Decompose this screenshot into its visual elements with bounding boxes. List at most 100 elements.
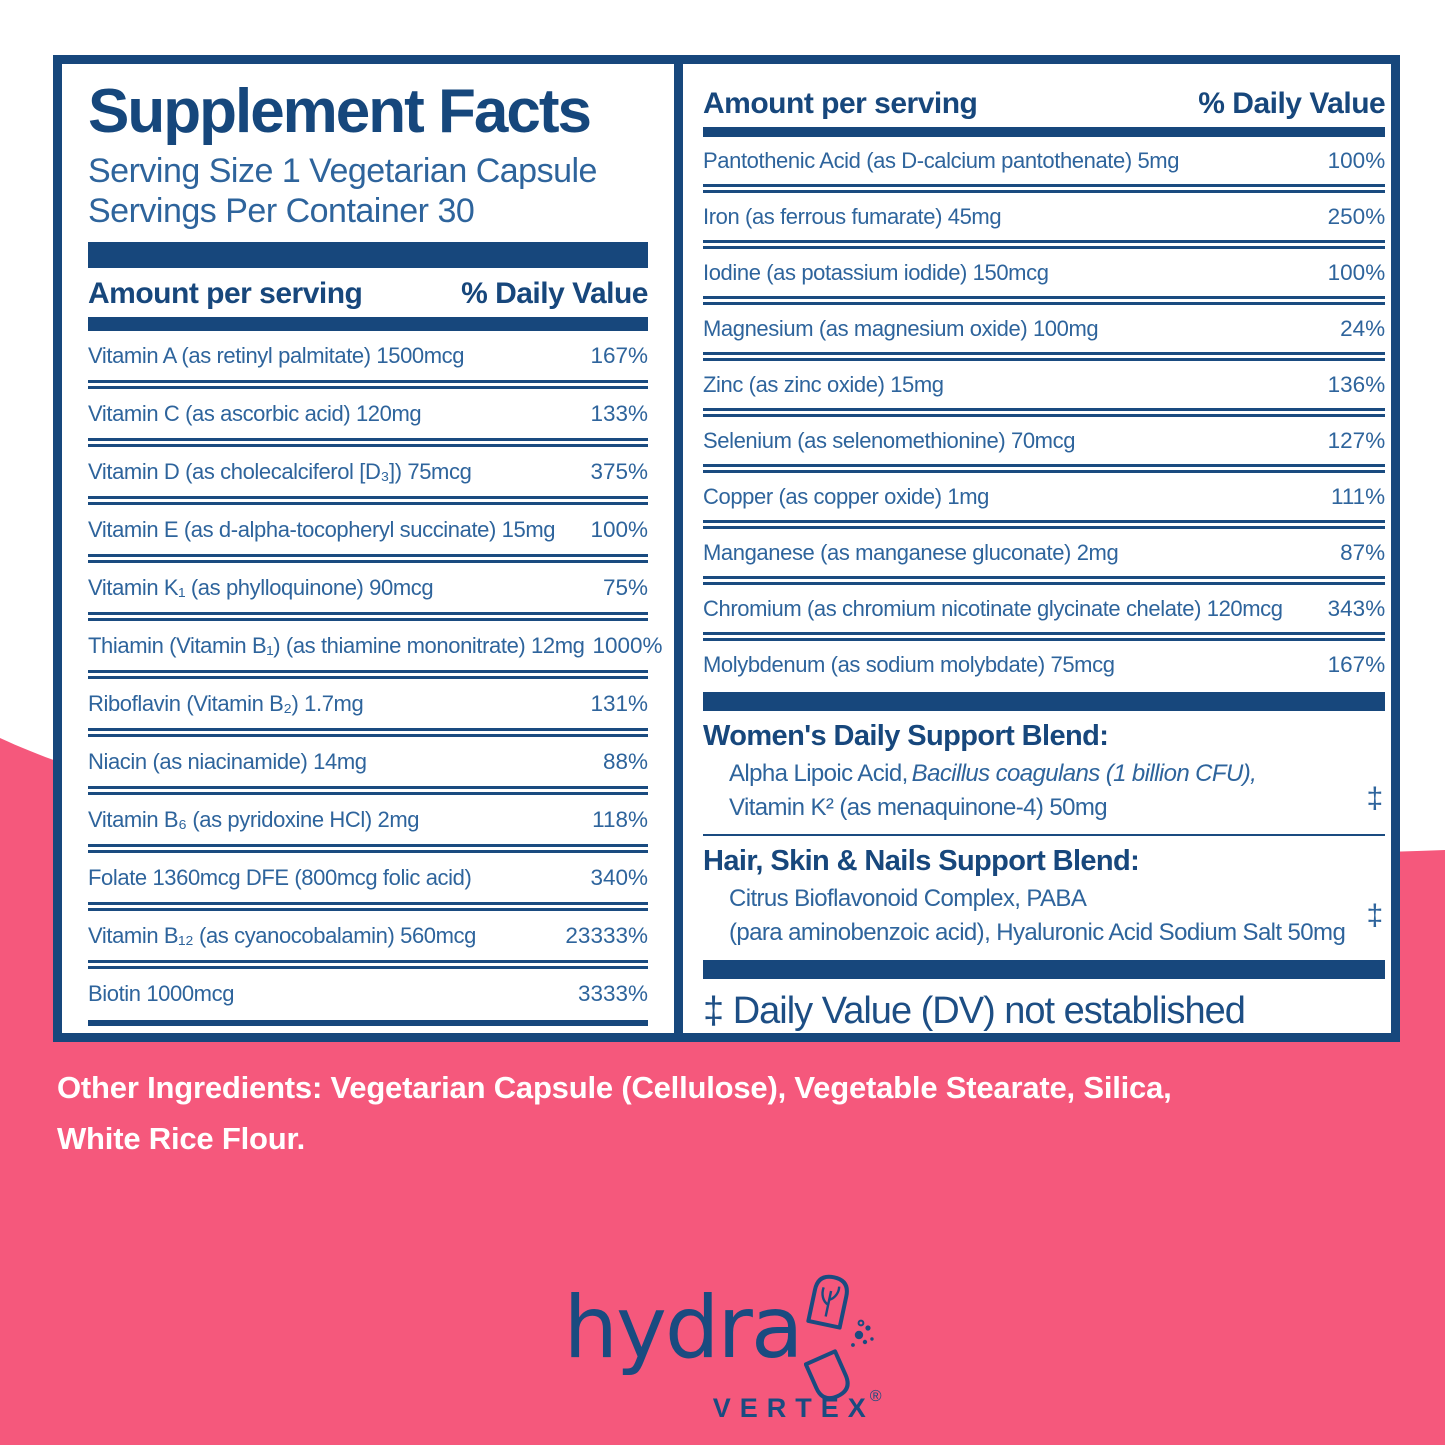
daily-value-header: % Daily Value bbox=[1198, 87, 1386, 120]
logo-top-row: hydra bbox=[563, 1274, 881, 1401]
nutrient-name: Vitamin A (as retinyl palmitate) 1500mcg bbox=[88, 342, 465, 368]
nutrient-row: Manganese (as manganese gluconate) 2mg 87… bbox=[703, 529, 1385, 576]
amount-per-serving-header: Amount per serving bbox=[88, 277, 363, 311]
registered-trademark-mark: ® bbox=[869, 1388, 882, 1405]
divider-bar bbox=[703, 127, 1386, 137]
hydra-wordmark: hydra bbox=[563, 1278, 803, 1378]
divider-bar bbox=[88, 317, 648, 332]
row-separator bbox=[88, 380, 648, 390]
nutrient-row: Vitamin C (as ascorbic acid) 120mg 133% bbox=[88, 389, 648, 438]
daily-value-footnote: ‡ Daily Value (DV) not established bbox=[703, 990, 1246, 1033]
row-separator bbox=[88, 786, 648, 796]
open-capsule-icon bbox=[803, 1274, 874, 1401]
row-separator bbox=[88, 496, 648, 506]
nutrient-row: Vitamin A (as retinyl palmitate) 1500mcg… bbox=[88, 331, 648, 380]
nutrient-row: Folate 1360mcg DFE (800mcg folic acid) 34… bbox=[88, 853, 648, 902]
blend-text-italic: Bacillus coagulans (1 billion CFU), bbox=[911, 759, 1257, 787]
womens-blend-line-2: Vitamin K² (as menaquinone-4) 50mg bbox=[729, 793, 1108, 821]
divider-bar bbox=[703, 960, 1386, 980]
nutrient-row: Iodine (as potassium iodide) 150mcg 100% bbox=[703, 249, 1385, 296]
nutrient-daily-value: 340% bbox=[590, 864, 648, 890]
womens-blend-body: Alpha Lipoic Acid, Bacillus coagulans (1 … bbox=[703, 757, 1385, 825]
nutrient-name: Iron (as ferrous fumarate) 45mg bbox=[703, 203, 1002, 229]
nutrient-name: Chromium (as chromium nicotinate glycina… bbox=[703, 595, 1283, 621]
nutrient-daily-value: 131% bbox=[590, 690, 648, 716]
brand-logo: hydra bbox=[563, 1274, 882, 1422]
nutrient-name: Iodine (as potassium iodide) 150mcg bbox=[703, 259, 1049, 285]
dagger-mark: ‡ bbox=[1366, 899, 1384, 933]
panel-title: Supplement Facts bbox=[88, 77, 592, 146]
divider-line bbox=[703, 833, 1386, 837]
row-separator bbox=[703, 296, 1386, 305]
nutrient-name: Niacin (as niacinamide) 14mg bbox=[88, 748, 367, 774]
left-rows: Vitamin A (as retinyl palmitate) 1500mcg… bbox=[88, 331, 663, 1018]
nutrient-daily-value: 100% bbox=[1327, 147, 1386, 173]
nutrient-name: Folate 1360mcg DFE (800mcg folic acid) bbox=[88, 864, 472, 890]
nutrient-row: Iron (as ferrous fumarate) 45mg 250% bbox=[703, 193, 1385, 240]
divider-bar bbox=[88, 1020, 648, 1027]
nutrient-name: Vitamin K₁ (as phylloquinone) 90mcg bbox=[88, 574, 434, 600]
nutrient-row: Vitamin B₁₂ (as cyanocobalamin) 560mcg 23… bbox=[88, 911, 648, 960]
nutrient-row: Magnesium (as magnesium oxide) 100mg 24% bbox=[703, 305, 1385, 352]
servings-per-container: Servings Per Container 30 bbox=[88, 191, 475, 230]
hair-skin-nails-blend-heading: Hair, Skin & Nails Support Blend: bbox=[703, 845, 1140, 878]
other-ingredients: Other Ingredients: Vegetarian Capsule (C… bbox=[57, 1062, 1262, 1164]
nutrient-daily-value: 100% bbox=[590, 516, 648, 542]
nutrient-name: Biotin 1000mcg bbox=[88, 980, 235, 1006]
nutrient-name: Magnesium (as magnesium oxide) 100mg bbox=[703, 315, 1099, 341]
left-column: Supplement Facts Serving Size 1 Vegetari… bbox=[62, 64, 674, 1033]
nutrient-daily-value: 3333% bbox=[577, 980, 648, 1006]
divider-bar bbox=[703, 692, 1386, 711]
nutrient-daily-value: 343% bbox=[1327, 595, 1386, 621]
nutrient-name: Selenium (as selenomethionine) 70mcg bbox=[703, 427, 1076, 453]
supplement-facts-panel: Supplement Facts Serving Size 1 Vegetari… bbox=[53, 55, 1400, 1042]
left-column-header: Amount per serving % Daily Value bbox=[88, 268, 648, 317]
nutrient-row: Riboflavin (Vitamin B₂) 1.7mg 131% bbox=[88, 679, 648, 728]
row-separator bbox=[88, 612, 648, 622]
other-ingredients-text: Vegetarian Capsule (Cellulose), Vegetabl… bbox=[57, 1070, 1172, 1157]
nutrient-daily-value: 87% bbox=[1340, 539, 1386, 565]
row-separator bbox=[88, 670, 648, 680]
nutrient-name: Vitamin D (as cholecalciferol [D₃]) 75mc… bbox=[88, 458, 472, 484]
nutrient-daily-value: 118% bbox=[592, 806, 648, 832]
nutrient-name: Vitamin B₆ (as pyridoxine HCl) 2mg bbox=[88, 806, 420, 832]
logo-bottom-row: VERTEX ® bbox=[713, 1389, 882, 1422]
nutrient-row: Biotin 1000mcg 3333% bbox=[88, 969, 648, 1018]
row-separator bbox=[703, 408, 1386, 417]
nutrient-row: Vitamin E (as d-alpha-tocopheryl succina… bbox=[88, 505, 648, 554]
daily-value-header: % Daily Value bbox=[461, 277, 648, 311]
row-separator bbox=[88, 728, 648, 738]
right-rows: Pantothenic Acid (as D-calcium pantothen… bbox=[703, 137, 1386, 688]
nutrient-name: Vitamin E (as d-alpha-tocopheryl succina… bbox=[88, 516, 556, 542]
row-separator bbox=[703, 184, 1386, 193]
nutrient-daily-value: 250% bbox=[1327, 203, 1386, 229]
nutrient-row: Niacin (as niacinamide) 14mg 88% bbox=[88, 737, 648, 786]
nutrient-row: Vitamin B₆ (as pyridoxine HCl) 2mg 118% bbox=[88, 795, 648, 844]
nutrient-daily-value: 133% bbox=[590, 400, 648, 426]
womens-blend-heading: Women's Daily Support Blend: bbox=[703, 719, 1109, 752]
nutrient-daily-value: 167% bbox=[590, 342, 648, 368]
womens-blend-line-1: Alpha Lipoic Acid, Bacillus coagulans (1 … bbox=[729, 757, 1345, 791]
nutrient-daily-value: 111% bbox=[1330, 483, 1386, 509]
right-column: Amount per serving % Daily Value Pantoth… bbox=[683, 64, 1391, 1033]
column-divider bbox=[674, 64, 683, 1033]
amount-per-serving-header: Amount per serving bbox=[703, 87, 978, 120]
hair-skin-nails-blend-body: Citrus Bioflavonoid Complex, PABA (para … bbox=[703, 882, 1385, 950]
other-ingredients-label: Other Ingredients: bbox=[57, 1070, 323, 1105]
nutrient-daily-value: 23333% bbox=[565, 922, 648, 948]
row-separator bbox=[88, 902, 648, 912]
row-separator bbox=[703, 520, 1386, 529]
row-separator bbox=[703, 464, 1386, 473]
hsn-blend-line-2: (para aminobenzoic acid), Hyaluronic Aci… bbox=[729, 919, 1346, 947]
divider-bar bbox=[88, 242, 648, 269]
nutrient-row: Copper (as copper oxide) 1mg 111% bbox=[703, 473, 1385, 520]
nutrient-row: Selenium (as selenomethionine) 70mcg 127% bbox=[703, 417, 1385, 464]
right-column-header: Amount per serving % Daily Value bbox=[703, 78, 1386, 127]
nutrient-name: Molybdenum (as sodium molybdate) 75mcg bbox=[703, 651, 1115, 677]
nutrient-daily-value: 24% bbox=[1340, 315, 1386, 341]
nutrient-row: Vitamin D (as cholecalciferol [D₃]) 75mc… bbox=[88, 447, 648, 496]
row-separator bbox=[703, 576, 1386, 585]
nutrient-row: Zinc (as zinc oxide) 15mg 136% bbox=[703, 361, 1385, 408]
nutrient-name: Thiamin (Vitamin B₁) (as thiamine mononi… bbox=[88, 632, 585, 658]
